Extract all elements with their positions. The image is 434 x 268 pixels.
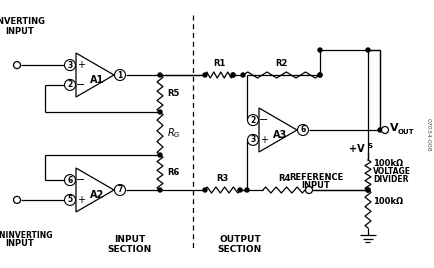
Circle shape (158, 110, 161, 114)
Circle shape (203, 188, 207, 192)
Text: S: S (367, 143, 372, 149)
Circle shape (365, 188, 369, 192)
Text: −: − (259, 115, 268, 125)
Text: DIVIDER: DIVIDER (372, 176, 408, 184)
Text: +V: +V (349, 144, 364, 154)
Circle shape (317, 73, 321, 77)
Circle shape (13, 62, 20, 69)
Text: 2: 2 (67, 80, 72, 90)
Circle shape (317, 73, 321, 77)
Text: A1: A1 (90, 75, 104, 85)
Circle shape (114, 69, 125, 80)
Text: +: + (77, 60, 85, 70)
Text: 100kΩ: 100kΩ (372, 198, 402, 207)
Text: R4: R4 (277, 174, 289, 183)
Text: OUT: OUT (397, 129, 414, 135)
Text: OUTPUT: OUTPUT (219, 236, 260, 244)
Text: 6: 6 (67, 176, 72, 185)
Text: 3: 3 (250, 135, 255, 144)
Text: R1: R1 (212, 59, 225, 68)
Text: −: − (76, 80, 85, 90)
Text: 7: 7 (117, 185, 122, 195)
Text: 6: 6 (300, 125, 305, 135)
Text: 3: 3 (67, 61, 72, 70)
Text: INVERTING: INVERTING (0, 17, 46, 27)
Text: SECTION: SECTION (108, 245, 152, 255)
Text: 5: 5 (67, 195, 72, 204)
Text: A3: A3 (272, 130, 286, 140)
Circle shape (13, 196, 20, 203)
Circle shape (305, 187, 312, 193)
Circle shape (64, 194, 76, 205)
Text: SECTION: SECTION (217, 245, 262, 255)
Circle shape (377, 128, 381, 132)
Text: 07034-008: 07034-008 (424, 118, 430, 152)
Circle shape (64, 79, 76, 90)
Circle shape (381, 126, 388, 133)
Text: INPUT: INPUT (6, 240, 34, 248)
Circle shape (244, 188, 248, 192)
Text: A2: A2 (90, 190, 104, 200)
Circle shape (64, 59, 76, 70)
Text: +: + (260, 135, 267, 145)
Circle shape (247, 115, 258, 126)
Text: 100kΩ: 100kΩ (372, 159, 402, 169)
Text: R5: R5 (167, 89, 179, 98)
Text: $R_G$: $R_G$ (167, 126, 180, 140)
Text: NONINVERTING: NONINVERTING (0, 230, 53, 240)
Circle shape (230, 73, 234, 77)
Circle shape (114, 184, 125, 195)
Circle shape (158, 188, 161, 192)
Text: R6: R6 (167, 168, 179, 177)
Circle shape (297, 125, 308, 136)
Circle shape (247, 134, 258, 146)
Circle shape (240, 73, 244, 77)
Text: INPUT: INPUT (114, 236, 145, 244)
Text: REFERENCE: REFERENCE (288, 173, 342, 183)
Circle shape (64, 174, 76, 186)
Text: INPUT: INPUT (301, 181, 329, 191)
Text: R3: R3 (216, 174, 228, 183)
Circle shape (203, 73, 207, 77)
Text: +: + (77, 195, 85, 205)
Circle shape (237, 188, 241, 192)
Circle shape (365, 48, 369, 52)
Text: 1: 1 (117, 70, 122, 80)
Circle shape (230, 73, 234, 77)
Text: INPUT: INPUT (6, 27, 34, 35)
Text: VOLTAGE: VOLTAGE (372, 168, 410, 177)
Text: V: V (389, 123, 398, 133)
Text: 2: 2 (250, 116, 255, 125)
Text: −: − (76, 175, 85, 185)
Circle shape (365, 188, 369, 192)
Text: R2: R2 (275, 59, 287, 68)
Circle shape (158, 153, 161, 157)
Circle shape (158, 73, 161, 77)
Circle shape (317, 48, 321, 52)
